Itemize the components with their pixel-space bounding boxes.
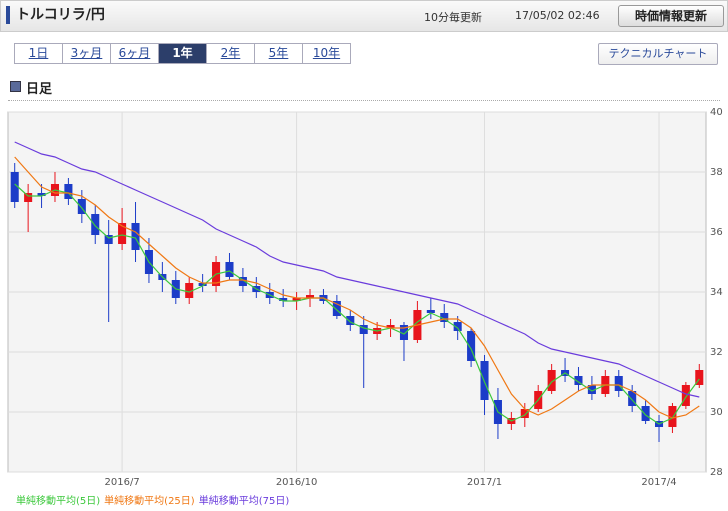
section-title: 日足 [10,78,52,97]
candle-body [695,370,704,385]
candle-body [386,325,395,328]
legend-entry: 単純移動平均(25日) [104,496,195,507]
y-tick-label: 32 [710,347,723,358]
candle-body [37,193,46,196]
range-tab[interactable]: 2年 [206,43,255,64]
x-tick-label: 2016/10 [276,477,318,488]
candle-body [185,283,194,298]
candle-body [359,325,368,334]
moving-average-line [14,156,700,419]
range-tab[interactable]: 5年 [254,43,303,64]
range-tab[interactable]: 6ヶ月 [110,43,159,64]
candle-body [453,322,462,331]
x-tick-label: 2017/4 [641,477,676,488]
candle-body [346,316,355,325]
candle-body [91,214,100,235]
y-tick-label: 30 [710,407,723,418]
candle-body [131,223,140,250]
candle-body [547,370,556,391]
legend: 単純移動平均(5日) 単純移動平均(25日) 単純移動平均(75日) [16,492,289,507]
candle-body [520,409,529,418]
candle-body [292,298,301,301]
candle-body [628,391,637,406]
y-tick-label: 28 [710,467,723,478]
page-title: トルコリラ/円 [6,6,105,24]
header [0,0,728,32]
candle-body [614,376,623,391]
candle-body [574,376,583,385]
candle-body [118,223,127,244]
candle-body [77,199,86,214]
candle-body [24,193,33,202]
y-tick-label: 34 [710,287,723,298]
candle-body [399,325,409,340]
update-interval: 10分毎更新 [424,11,482,24]
candle-body [104,235,113,244]
candle-body [225,262,234,277]
candle-body [440,313,449,322]
x-tick-label: 2017/1 [467,477,502,488]
range-tabs: 1日 3ヶ月 6ヶ月 1年 2年 5年 10年 [14,43,351,64]
candle-body [668,406,677,427]
candle-body [10,172,19,202]
y-tick-label: 36 [710,227,723,238]
candle-body [681,385,690,406]
candle-body [587,385,596,394]
divider [8,100,720,101]
candle-body [279,298,288,301]
legend-entry: 単純移動平均(5日) [16,496,101,507]
candle-body [238,277,247,286]
candle-body [198,283,207,286]
candle-body [426,310,435,313]
candle-body [305,295,315,298]
moving-average-line [14,141,700,398]
moving-average-line [14,183,700,425]
y-tick-label: 38 [710,167,723,178]
candle-body [641,406,650,421]
y-tick-label: 40 [710,107,723,118]
technical-chart-button[interactable]: テクニカルチャート [598,43,718,65]
timestamp: 17/05/02 02:46 [515,9,600,22]
candle-body [467,331,476,361]
range-tab[interactable]: 10年 [302,43,351,64]
candle-body [332,301,341,316]
x-tick-label: 2016/7 [105,477,140,488]
legend-entry: 単純移動平均(75日) [198,496,290,507]
chart: 28 30 32 34 36 38 40 2016/7 2016/10 2017/1 2017/4 [7,107,723,488]
range-tab[interactable]: 3ヶ月 [62,43,111,64]
candle-body [64,184,73,199]
refresh-button[interactable]: 時価情報更新 [618,5,724,27]
